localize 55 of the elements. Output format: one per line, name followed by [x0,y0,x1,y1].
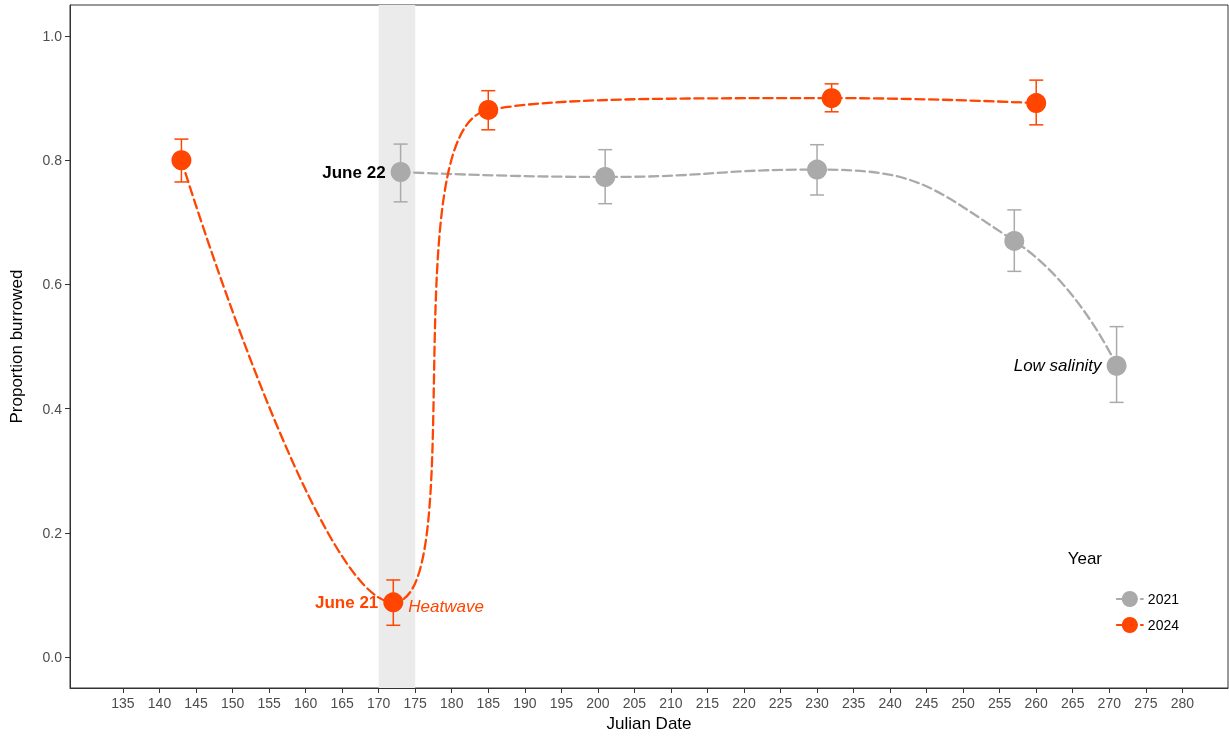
annotation: June 22 [322,162,386,182]
point [383,592,404,613]
x-tick-label: 135 [111,695,135,711]
y-tick-label: 1.0 [42,28,63,45]
x-tick-label: 180 [440,695,464,711]
legend-label: 2021 [1147,591,1180,607]
x-tick-label: 270 [1097,695,1122,711]
point [478,99,499,120]
x-tick-label: 240 [878,695,902,711]
y-tick-label: 0.0 [42,648,63,665]
x-tick-label: 150 [220,695,245,711]
x-tick-label: 275 [1134,695,1158,711]
x-tick-label: 255 [988,695,1012,711]
x-tick-label: 190 [513,695,537,711]
point [171,150,192,171]
x-tick-label: 225 [768,695,793,711]
x-tick-label: 200 [586,695,610,711]
y-tick-label: 0.6 [42,276,63,293]
x-tick-label: 215 [695,695,720,711]
point [1026,93,1047,114]
x-tick-label: 195 [549,695,574,711]
annotation: Heatwave [408,596,484,616]
y-axis-title: Proportion burrowed [7,269,26,424]
x-tick-label: 170 [367,695,391,711]
annotation: Low salinity [1013,356,1104,376]
x-tick-label: 140 [147,695,172,711]
x-tick-label: 155 [257,695,281,711]
x-tick-label: 265 [1061,695,1085,711]
x-tick-label: 165 [330,695,355,711]
x-tick-label: 210 [659,695,683,711]
point [390,162,411,183]
point [821,88,842,109]
x-tick-label: 185 [476,695,501,711]
x-tick-label: 230 [805,695,829,711]
x-tick-label: 250 [951,695,976,711]
x-tick-label: 260 [1024,695,1049,711]
x-axis-title: Julian Date [606,713,692,733]
legend-label: 2024 [1147,617,1180,633]
point [807,159,828,180]
y-tick-label: 0.2 [42,524,63,541]
y-tick-label: 0.8 [42,152,63,169]
point [595,167,616,187]
annotation: June 21 [314,592,379,612]
legend-title: Year [1067,549,1103,568]
x-tick-label: 220 [732,695,756,711]
x-tick-label: 205 [622,695,647,711]
x-tick-label: 175 [403,695,428,711]
x-tick-label: 235 [841,695,866,711]
x-tick-label: 160 [293,695,318,711]
point [1106,355,1127,376]
x-tick-label: 145 [184,695,208,711]
y-tick-label: 0.4 [42,400,63,417]
x-tick-label: 245 [914,695,939,711]
point [1004,230,1025,251]
x-tick-label: 280 [1170,695,1195,711]
